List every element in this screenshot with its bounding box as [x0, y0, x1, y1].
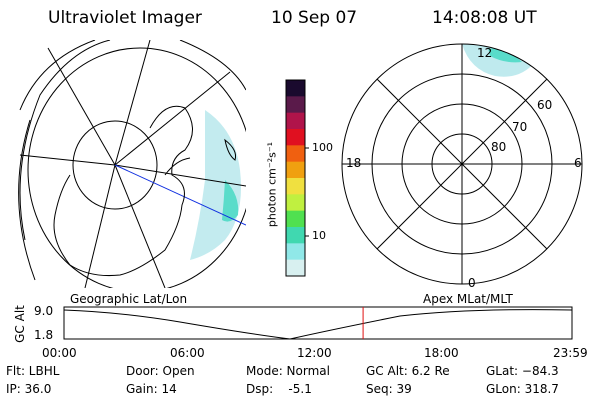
- aurora-emission-right: [462, 44, 535, 77]
- info-gain: Gain: 14: [126, 382, 177, 396]
- mlat-label-70: 70: [512, 120, 528, 134]
- colorbar-segment: [286, 227, 305, 244]
- aurora-emission-left-core: [222, 180, 239, 222]
- mlt-label-18: 18: [346, 156, 362, 170]
- info-gc-alt: GC Alt: 6.2 Re: [366, 364, 450, 378]
- aurora-emission-left: [190, 110, 241, 260]
- terminator-line: [114, 164, 246, 226]
- altitude-ytick-bottom: 1.8: [34, 328, 54, 342]
- coastline: [53, 105, 193, 276]
- colorbar-segment: [286, 210, 305, 228]
- altitude-curve: [63, 309, 573, 340]
- xtick-1200: 12:00: [297, 346, 332, 360]
- altitude-ytick-top: 9.0: [34, 304, 54, 318]
- info-dsp: Dsp: -5.1: [246, 382, 312, 396]
- mlt-label-12: 12: [477, 46, 493, 60]
- colorbar-segment: [286, 145, 305, 163]
- colorbar-segment: [286, 194, 305, 212]
- info-ip: IP: 36.0: [6, 382, 52, 396]
- colorbar-frame: [285, 79, 306, 277]
- mlat-label-60: 60: [537, 98, 553, 112]
- info-glat: GLat: −84.3: [486, 364, 559, 378]
- colorbar-tick-10: 10: [312, 229, 326, 242]
- xtick-0600: 06:00: [170, 346, 205, 360]
- colorbar-segment: [286, 96, 305, 114]
- colorbar-segment: [286, 161, 305, 179]
- xtick-1800: 18:00: [424, 346, 459, 360]
- colorbar-segment: [286, 259, 305, 277]
- altitude-ylabel: GC Alt: [13, 305, 27, 343]
- time-label: 14:08:08 UT: [432, 8, 537, 28]
- info-door: Door: Open: [126, 364, 195, 378]
- colorbar-tick-100: 100: [312, 141, 333, 154]
- mlt-label-0: 0: [468, 276, 476, 290]
- xtick-0000: 00:00: [42, 346, 77, 360]
- instrument-title: Ultraviolet Imager: [48, 8, 202, 28]
- magnetic-caption: Apex MLat/MLT: [423, 292, 513, 306]
- info-filter: Flt: LBHL: [6, 364, 60, 378]
- date-label: 10 Sep 07: [271, 8, 358, 28]
- info-mode: Mode: Normal: [246, 364, 330, 378]
- info-glon: GLon: 318.7: [486, 382, 559, 396]
- geographic-caption: Geographic Lat/Lon: [70, 292, 188, 306]
- colorbar-segment: [286, 112, 305, 130]
- colorbar-segment: [286, 243, 305, 261]
- mlat-label-80: 80: [491, 140, 507, 154]
- info-seq: Seq: 39: [366, 382, 412, 396]
- colorbar-segment: [286, 129, 305, 146]
- colorbar-segment: [286, 80, 305, 97]
- mlt-label-6: 6: [574, 156, 582, 170]
- xtick-2359: 23:59: [553, 346, 588, 360]
- colorbar-segment: [286, 178, 305, 195]
